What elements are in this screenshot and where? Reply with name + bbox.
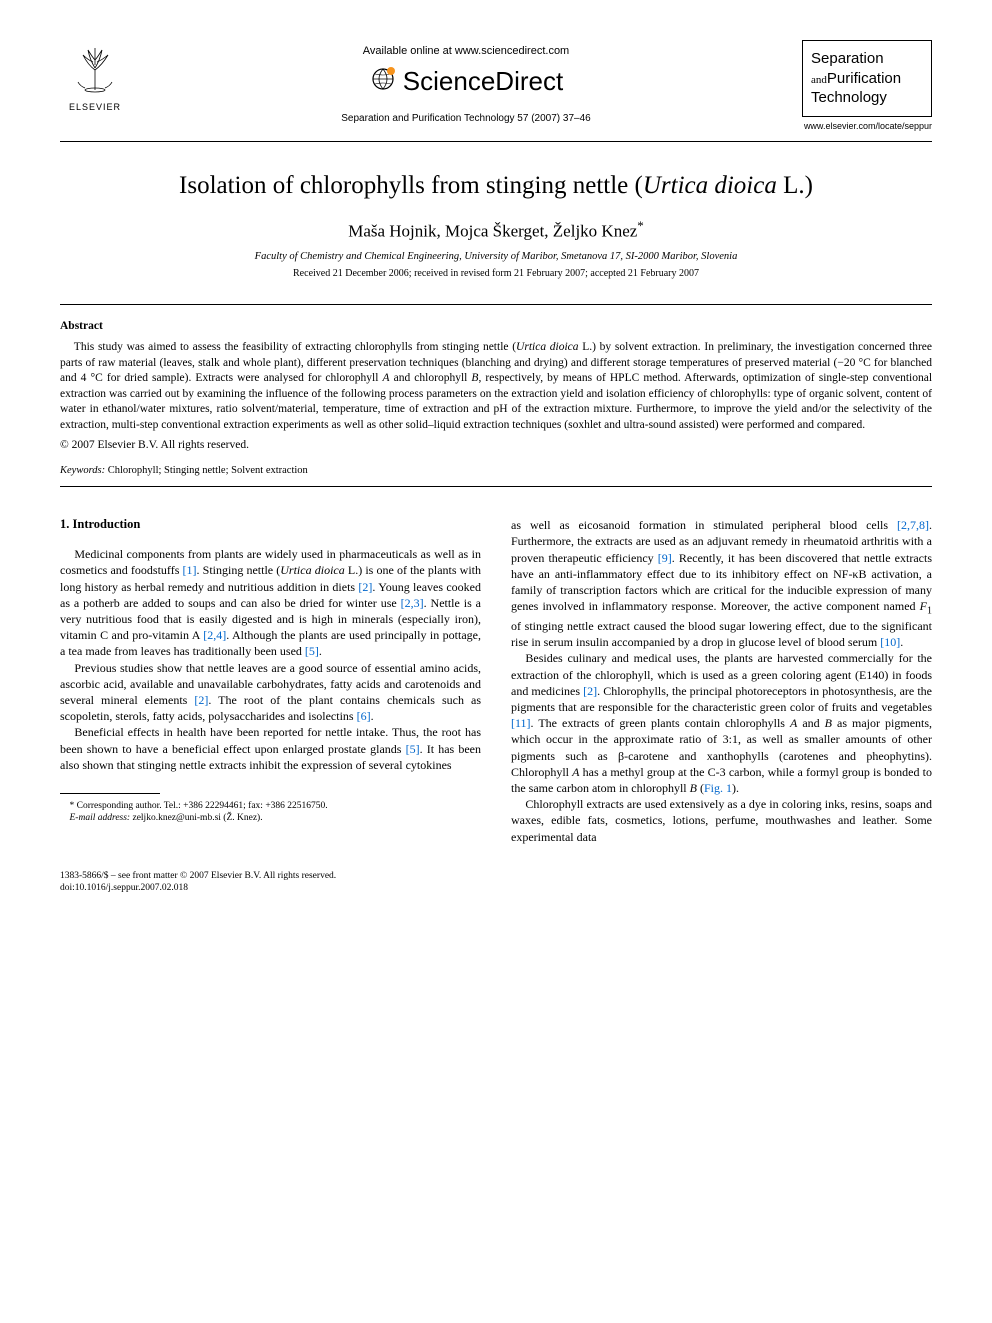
email-suffix: (Ž. Knez). bbox=[221, 813, 263, 823]
col2-para-1: as well as eicosanoid formation in stimu… bbox=[511, 517, 932, 650]
intro-para-1: Medicinal components from plants are wid… bbox=[60, 546, 481, 659]
keywords: Keywords: Chlorophyll; Stinging nettle; … bbox=[60, 465, 932, 476]
ref-link[interactable]: [2] bbox=[194, 693, 208, 707]
ref-link[interactable]: [6] bbox=[357, 709, 371, 723]
ref-link[interactable]: [9] bbox=[658, 551, 672, 565]
title-main: Isolation of chlorophylls from stinging … bbox=[179, 172, 643, 199]
sciencedirect-logo: ScienceDirect bbox=[130, 65, 802, 98]
ref-link[interactable]: [2] bbox=[358, 580, 372, 594]
email-label: E-mail address: bbox=[70, 813, 131, 823]
affiliation: Faculty of Chemistry and Chemical Engine… bbox=[60, 251, 932, 262]
doi-line: doi:10.1016/j.seppur.2007.02.018 bbox=[60, 882, 932, 894]
fig-link[interactable]: Fig. 1 bbox=[704, 781, 732, 795]
journal-header: ELSEVIER Available online at www.science… bbox=[60, 40, 932, 131]
issn-line: 1383-5866/$ – see front matter © 2007 El… bbox=[60, 870, 932, 882]
journal-box-wrapper: Separation andPurification Technology ww… bbox=[802, 40, 932, 131]
body-columns: 1. Introduction Medicinal components fro… bbox=[60, 517, 932, 844]
journal-box-line2: Purification bbox=[827, 70, 901, 87]
footnote-divider bbox=[60, 793, 160, 794]
column-right: as well as eicosanoid formation in stimu… bbox=[511, 517, 932, 844]
ref-link[interactable]: [1] bbox=[183, 563, 197, 577]
keywords-divider bbox=[60, 486, 932, 487]
col2-para-2: Besides culinary and medical uses, the p… bbox=[511, 650, 932, 796]
journal-box-and: and bbox=[811, 74, 827, 86]
intro-para-3: Beneficial effects in health have been r… bbox=[60, 724, 481, 773]
author-names: Maša Hojnik, Mojca Škerget, Željko Knez bbox=[348, 221, 637, 240]
abstract-label: Abstract bbox=[60, 320, 932, 332]
ref-link[interactable]: [2,3] bbox=[401, 596, 424, 610]
authors: Maša Hojnik, Mojca Škerget, Željko Knez* bbox=[60, 218, 932, 242]
corresponding-star: * bbox=[637, 218, 644, 233]
ref-link[interactable]: [5] bbox=[305, 644, 319, 658]
header-divider bbox=[60, 141, 932, 142]
keywords-label: Keywords: bbox=[60, 465, 105, 476]
intro-para-2: Previous studies show that nettle leaves… bbox=[60, 660, 481, 725]
elsevier-label: ELSEVIER bbox=[60, 102, 130, 112]
journal-box-line1: Separation bbox=[811, 50, 884, 67]
journal-title-box: Separation andPurification Technology bbox=[802, 40, 932, 117]
elsevier-logo: ELSEVIER bbox=[60, 40, 130, 112]
ref-link[interactable]: [10] bbox=[880, 635, 900, 649]
journal-box-line3: Technology bbox=[811, 89, 887, 106]
email-address[interactable]: zeljko.knez@uni-mb.si bbox=[130, 813, 221, 823]
abstract-copyright: © 2007 Elsevier B.V. All rights reserved… bbox=[60, 439, 932, 451]
article-title: Isolation of chlorophylls from stinging … bbox=[60, 172, 932, 200]
corresponding-author-footnote: * Corresponding author. Tel.: +386 22294… bbox=[60, 800, 481, 812]
journal-url: www.elsevier.com/locate/seppur bbox=[802, 121, 932, 131]
column-left: 1. Introduction Medicinal components fro… bbox=[60, 517, 481, 844]
abstract-text: This study was aimed to assess the feasi… bbox=[60, 340, 932, 433]
section-heading-intro: 1. Introduction bbox=[60, 517, 481, 532]
title-species: Urtica dioica bbox=[643, 172, 777, 199]
available-online-text: Available online at www.sciencedirect.co… bbox=[130, 45, 802, 57]
elsevier-tree-icon bbox=[68, 40, 123, 95]
ref-link[interactable]: [2,7,8] bbox=[897, 518, 929, 532]
ref-link[interactable]: [2] bbox=[583, 684, 597, 698]
email-footnote: E-mail address: zeljko.knez@uni-mb.si (Ž… bbox=[60, 812, 481, 824]
ref-link[interactable]: [2,4] bbox=[203, 628, 226, 642]
sciencedirect-icon bbox=[369, 65, 397, 98]
ref-link[interactable]: [5] bbox=[406, 742, 420, 756]
journal-reference: Separation and Purification Technology 5… bbox=[130, 113, 802, 124]
sciencedirect-text: ScienceDirect bbox=[403, 66, 563, 97]
keywords-text: Chlorophyll; Stinging nettle; Solvent ex… bbox=[105, 465, 308, 476]
col2-para-3: Chlorophyll extracts are used extensivel… bbox=[511, 796, 932, 845]
center-header: Available online at www.sciencedirect.co… bbox=[130, 40, 802, 124]
title-suffix: L.) bbox=[777, 172, 813, 199]
abstract-top-divider bbox=[60, 304, 932, 305]
ref-link[interactable]: [11] bbox=[511, 716, 531, 730]
article-dates: Received 21 December 2006; received in r… bbox=[60, 268, 932, 279]
bottom-info: 1383-5866/$ – see front matter © 2007 El… bbox=[60, 870, 932, 895]
